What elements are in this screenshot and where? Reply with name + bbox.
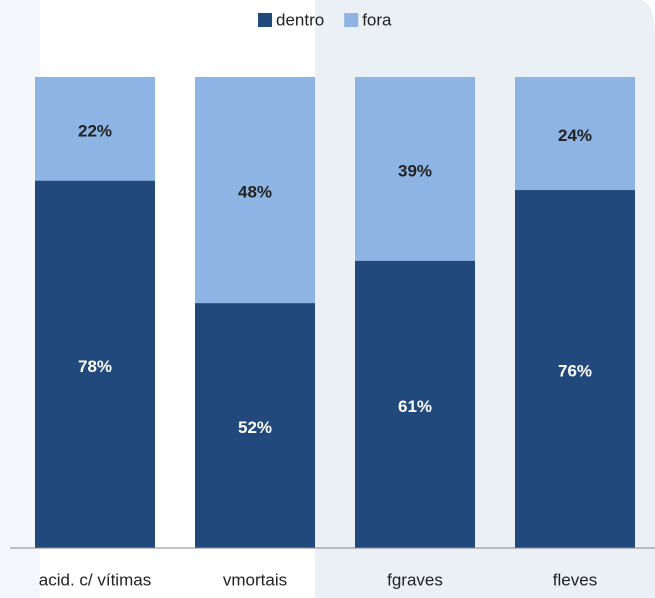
bar-segment	[195, 303, 315, 548]
value-label: 39%	[398, 161, 432, 180]
bar-segment	[35, 180, 155, 548]
value-label: 52%	[238, 418, 272, 437]
background-shape	[0, 0, 40, 598]
value-label: 48%	[238, 183, 272, 202]
x-tick-label: fleves	[553, 570, 597, 589]
bar-segment	[515, 190, 635, 549]
bar-segment	[355, 260, 475, 548]
legend-swatch	[344, 13, 359, 27]
bar-segment	[35, 77, 155, 181]
bar-segment	[355, 77, 475, 261]
bar-segment	[195, 77, 315, 304]
legend-label: fora	[362, 10, 392, 29]
legend-swatch	[258, 13, 272, 27]
x-tick-label: acid. c/ vítimas	[39, 570, 151, 589]
x-tick-label: vmortais	[223, 570, 287, 589]
value-label: 24%	[558, 126, 592, 145]
x-tick-label: fgraves	[387, 570, 443, 589]
legend-label: dentro	[276, 10, 324, 29]
value-label: 78%	[78, 357, 112, 376]
value-label: 76%	[558, 362, 592, 381]
value-label: 61%	[398, 397, 432, 416]
bar-segment	[515, 77, 635, 191]
value-label: 22%	[78, 121, 112, 140]
